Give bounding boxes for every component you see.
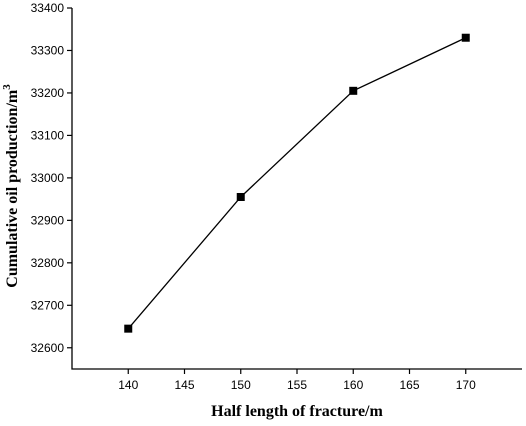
data-point <box>236 192 245 201</box>
y-tick-label: 33000 <box>31 171 65 185</box>
y-axis-ticks: 32600 32700 32800 32900 33000 33100 33200 33300… <box>31 1 72 355</box>
x-tick-label: 165 <box>399 378 419 392</box>
y-tick-label: 32600 <box>31 341 65 355</box>
y-tick-label: 33400 <box>31 1 65 15</box>
series-line <box>127 37 467 330</box>
data-point <box>461 33 470 42</box>
x-tick-label: 140 <box>118 378 138 392</box>
data-point <box>124 324 133 333</box>
y-tick-label: 33300 <box>31 43 65 57</box>
x-tick-label: 170 <box>456 378 476 392</box>
axis-frame <box>71 8 522 370</box>
y-tick-label: 32800 <box>31 256 65 270</box>
y-tick-label: 32700 <box>31 298 65 312</box>
axes <box>71 8 522 370</box>
x-axis-title: Half length of fracture/m <box>211 403 383 420</box>
y-axis-title-superscript: 3 <box>1 84 13 90</box>
y-tick-label: 33200 <box>31 86 65 100</box>
x-tick-label: 150 <box>231 378 251 392</box>
x-tick-label: 155 <box>287 378 307 392</box>
y-tick-label: 32900 <box>31 213 65 227</box>
series-group <box>124 33 470 333</box>
data-point <box>349 86 358 95</box>
x-tick-label: 145 <box>174 378 194 392</box>
y-axis-title: Cumulative oil production/m3 <box>1 84 21 288</box>
y-axis-title-text: Cumulative oil production/m <box>4 89 21 288</box>
x-axis-ticks: 140 145 150 155 160 165 170 <box>118 369 476 392</box>
y-tick-label: 33100 <box>31 128 65 142</box>
x-tick-label: 160 <box>343 378 363 392</box>
